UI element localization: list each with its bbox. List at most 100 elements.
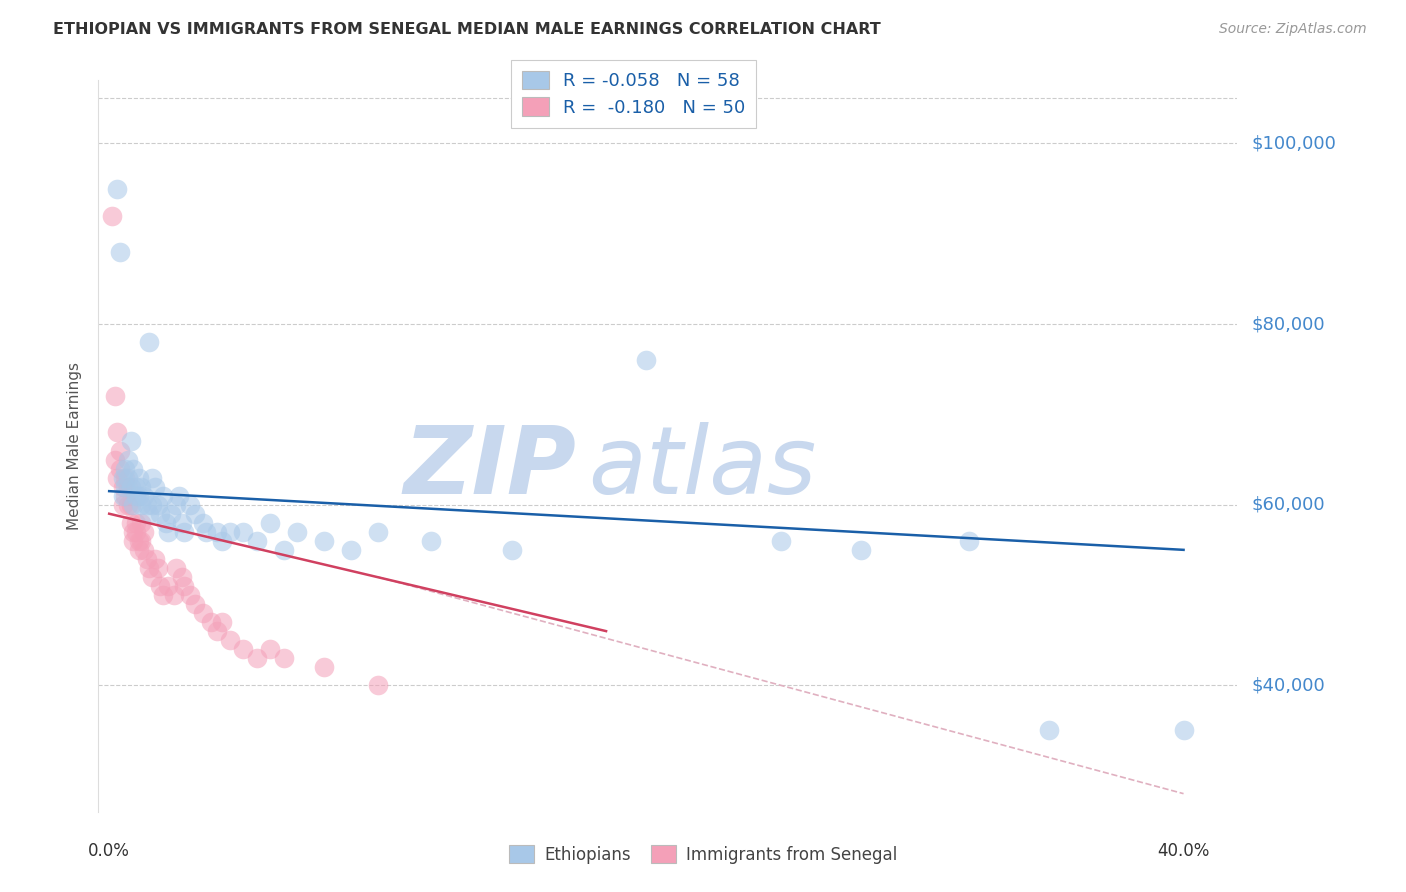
- Point: [170, 516, 193, 530]
- Point: [273, 542, 295, 557]
- Point: [246, 651, 269, 665]
- Point: [367, 524, 389, 539]
- Point: [173, 579, 195, 593]
- Point: [131, 480, 153, 494]
- Point: [141, 570, 163, 584]
- Point: [143, 552, 166, 566]
- Point: [259, 642, 281, 657]
- Point: [105, 181, 128, 195]
- Point: [128, 533, 150, 548]
- Point: [312, 533, 335, 548]
- Point: [205, 524, 228, 539]
- Point: [211, 533, 233, 548]
- Point: [157, 579, 180, 593]
- Point: [125, 489, 148, 503]
- Point: [120, 434, 142, 449]
- Text: Source: ZipAtlas.com: Source: ZipAtlas.com: [1219, 22, 1367, 37]
- Legend: R = -0.058   N = 58, R =  -0.180   N = 50: R = -0.058 N = 58, R = -0.180 N = 50: [510, 60, 756, 128]
- Point: [184, 597, 207, 611]
- Point: [259, 516, 281, 530]
- Point: [117, 480, 139, 494]
- Point: [165, 498, 187, 512]
- Point: [120, 480, 142, 494]
- Point: [120, 498, 142, 512]
- Point: [205, 624, 228, 639]
- Point: [152, 489, 174, 503]
- Point: [111, 470, 134, 484]
- Point: [232, 524, 254, 539]
- Text: ETHIOPIAN VS IMMIGRANTS FROM SENEGAL MEDIAN MALE EARNINGS CORRELATION CHART: ETHIOPIAN VS IMMIGRANTS FROM SENEGAL MED…: [53, 22, 882, 37]
- Point: [501, 542, 523, 557]
- Point: [138, 561, 160, 575]
- Point: [420, 533, 443, 548]
- Text: $100,000: $100,000: [1251, 135, 1336, 153]
- Point: [1038, 723, 1060, 738]
- Point: [957, 533, 980, 548]
- Point: [141, 470, 163, 484]
- Point: [194, 524, 217, 539]
- Legend: Ethiopians, Immigrants from Senegal: Ethiopians, Immigrants from Senegal: [502, 838, 904, 871]
- Point: [636, 353, 658, 368]
- Point: [125, 516, 148, 530]
- Point: [851, 542, 873, 557]
- Point: [135, 552, 157, 566]
- Point: [114, 480, 136, 494]
- Point: [114, 470, 136, 484]
- Text: 0.0%: 0.0%: [89, 842, 131, 860]
- Point: [141, 498, 163, 512]
- Point: [120, 516, 142, 530]
- Text: 40.0%: 40.0%: [1157, 842, 1209, 860]
- Point: [157, 524, 180, 539]
- Point: [285, 524, 308, 539]
- Point: [125, 524, 148, 539]
- Point: [108, 443, 131, 458]
- Point: [114, 489, 136, 503]
- Point: [105, 425, 128, 440]
- Point: [149, 579, 172, 593]
- Point: [143, 480, 166, 494]
- Point: [340, 542, 363, 557]
- Point: [273, 651, 295, 665]
- Point: [312, 660, 335, 674]
- Point: [122, 461, 145, 475]
- Point: [101, 209, 124, 223]
- Point: [160, 507, 183, 521]
- Point: [232, 642, 254, 657]
- Text: $40,000: $40,000: [1251, 676, 1324, 694]
- Point: [117, 498, 139, 512]
- Point: [111, 498, 134, 512]
- Point: [200, 615, 222, 629]
- Point: [179, 588, 201, 602]
- Point: [219, 633, 242, 648]
- Point: [132, 542, 155, 557]
- Point: [103, 389, 125, 403]
- Point: [111, 489, 134, 503]
- Point: [122, 533, 145, 548]
- Point: [193, 606, 215, 620]
- Point: [211, 615, 233, 629]
- Point: [179, 498, 201, 512]
- Point: [122, 498, 145, 512]
- Point: [128, 470, 150, 484]
- Text: atlas: atlas: [588, 423, 817, 514]
- Point: [111, 480, 134, 494]
- Point: [1173, 723, 1195, 738]
- Point: [138, 335, 160, 350]
- Point: [173, 524, 195, 539]
- Text: $80,000: $80,000: [1251, 315, 1324, 333]
- Point: [165, 561, 187, 575]
- Point: [135, 498, 157, 512]
- Point: [131, 516, 153, 530]
- Point: [193, 516, 215, 530]
- Point: [108, 461, 131, 475]
- Point: [155, 516, 177, 530]
- Point: [138, 507, 160, 521]
- Text: $60,000: $60,000: [1251, 496, 1324, 514]
- Point: [114, 461, 136, 475]
- Y-axis label: Median Male Earnings: Median Male Earnings: [67, 362, 83, 530]
- Point: [146, 498, 169, 512]
- Point: [367, 678, 389, 692]
- Point: [117, 452, 139, 467]
- Text: ZIP: ZIP: [404, 422, 576, 514]
- Point: [105, 470, 128, 484]
